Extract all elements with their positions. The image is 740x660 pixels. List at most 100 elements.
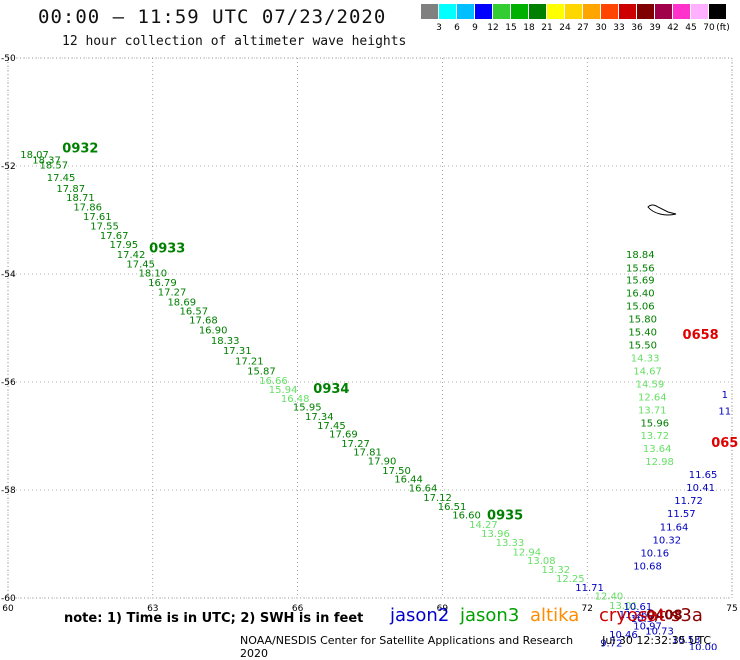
credit-line: NOAA/NESDIS Center for Satellite Applica… xyxy=(240,634,740,660)
wave-height-value: 16.60 xyxy=(452,511,481,522)
wave-height-value: 10.53 xyxy=(672,635,701,646)
colorbar-swatch xyxy=(655,4,672,19)
wave-height-value: 10.16 xyxy=(640,548,669,559)
wave-height-value: 18.69 xyxy=(167,297,196,308)
wave-height-value: 12.98 xyxy=(645,457,674,468)
colorbar-swatch xyxy=(673,4,690,19)
wave-height-value: 11.57 xyxy=(667,509,696,520)
wave-height-value: 17.86 xyxy=(73,202,102,213)
wave-height-value: 17.45 xyxy=(47,173,76,184)
wave-height-value: 9.72 xyxy=(600,639,622,650)
colorbar-label: 9 xyxy=(472,23,478,33)
lat-tick-label: -56 xyxy=(1,378,16,388)
pass-time-label: 0932 xyxy=(62,142,98,157)
wave-height-value: 12.25 xyxy=(556,574,585,585)
wave-height-value: 10.97 xyxy=(633,621,662,632)
wave-height-value: 17.67 xyxy=(100,231,129,242)
colorbar-swatch xyxy=(637,4,654,19)
mission-legend-altika: altika xyxy=(530,605,580,626)
wave-height-value: 16.57 xyxy=(180,307,209,318)
wave-height-value: 15.69 xyxy=(626,276,655,287)
lat-tick-label: -58 xyxy=(1,486,16,496)
map-subtitle: 12 hour collection of altimeter wave hei… xyxy=(62,34,407,49)
wave-height-value: 16.66 xyxy=(259,376,288,387)
wave-height-value: 10.41 xyxy=(686,483,715,494)
wave-height-value: 16.44 xyxy=(394,474,423,485)
wave-height-value: 14.27 xyxy=(469,520,498,531)
wave-height-value: 13.01 xyxy=(609,601,638,612)
colorbar-label: 33 xyxy=(613,23,625,33)
lon-tick-label: 72 xyxy=(581,604,592,614)
wave-height-value: 15.06 xyxy=(626,302,655,313)
colorbar-label: 15 xyxy=(505,23,517,33)
wave-height-value: 12.94 xyxy=(513,547,542,558)
wave-height-value: 11.65 xyxy=(689,470,718,481)
wave-height-points: 18.0718.3718.5717.4517.8718.7117.8617.61… xyxy=(20,150,731,650)
wave-height-value: 17.27 xyxy=(341,439,370,450)
colorbar-label: 24 xyxy=(559,23,571,33)
colorbar-swatch xyxy=(421,4,438,19)
wave-height-value: 1 xyxy=(722,390,728,401)
mission-legend-jason2: jason2 xyxy=(390,605,450,626)
wave-height-value: 14.67 xyxy=(633,366,662,377)
credit-text: NOAA/NESDIS Center for Satellite Applica… xyxy=(240,634,574,647)
wave-height-value: 13.08 xyxy=(527,556,556,567)
island-outline xyxy=(647,204,677,216)
wave-height-value: 18.07 xyxy=(20,150,49,161)
wave-height-value: 18.33 xyxy=(211,336,240,347)
wave-height-value: 17.87 xyxy=(56,184,85,195)
wave-height-value: 17.12 xyxy=(423,493,452,504)
wave-height-value: 10.32 xyxy=(653,535,682,546)
wave-height-value: 17.95 xyxy=(110,240,139,251)
lat-tick-label: -52 xyxy=(1,162,16,172)
wave-height-value: 17.61 xyxy=(83,212,112,223)
wave-height-value: 10.37 xyxy=(631,614,660,625)
colorbar-swatch xyxy=(619,4,636,19)
lat-tick-label: -54 xyxy=(1,270,16,280)
pass-time-label: 0933 xyxy=(149,241,185,256)
map-title: 00:00 – 11:59 UTC 07/23/2020 xyxy=(38,6,387,28)
wave-height-value: 14.59 xyxy=(636,379,665,390)
lon-tick-label: 60 xyxy=(2,604,14,614)
wave-height-value: 11.71 xyxy=(575,583,604,594)
colorbar-label: 12 xyxy=(487,23,499,33)
wave-height-value: 15.40 xyxy=(628,328,657,339)
colorbar-label: 36 xyxy=(631,23,643,33)
wave-height-value: 11.72 xyxy=(674,496,703,507)
wave-height-value: 13.33 xyxy=(496,538,525,549)
colorbar-swatch xyxy=(691,4,708,19)
colorbar-label: 3 xyxy=(436,23,442,33)
map-frame xyxy=(7,57,733,599)
colorbar-swatch xyxy=(601,4,618,19)
mission-legend-s3a: s3a xyxy=(671,605,703,626)
colorbar-swatch xyxy=(583,4,600,19)
colorbar-unit: (ft) xyxy=(716,23,730,33)
wave-height-value: 11 xyxy=(718,406,731,417)
colorbar-swatch xyxy=(547,4,564,19)
wave-height-value: 15.94 xyxy=(269,385,298,396)
wave-height-value: 18.84 xyxy=(626,250,655,261)
colorbar-swatch xyxy=(457,4,474,19)
wave-height-value: 15.95 xyxy=(293,403,322,414)
colorbar-label: 39 xyxy=(649,23,661,33)
wave-height-value: 17.42 xyxy=(117,250,146,261)
wave-height-value: 10.46 xyxy=(609,630,638,641)
colorbar-label: 27 xyxy=(577,23,589,33)
lat-tick-label: -50 xyxy=(1,54,16,64)
pass-time-label: 0935 xyxy=(487,509,523,524)
wave-height-value: 16.51 xyxy=(438,502,467,513)
lat-tick-label: -60 xyxy=(1,594,16,604)
wave-height-value: 17.68 xyxy=(189,316,218,327)
colorbar-label: 45 xyxy=(685,23,697,33)
colorbar-label: 18 xyxy=(523,23,535,33)
colorbar-swatch xyxy=(475,4,492,19)
pass-time-label: 0658 xyxy=(683,328,719,343)
wave-height-value: 18.37 xyxy=(32,155,61,166)
wave-height-value: 18.71 xyxy=(66,193,95,204)
wave-height-value: 10.61 xyxy=(624,602,653,613)
mission-legend-cryosat: cryosat xyxy=(599,605,666,626)
colorbar-label: 70 xyxy=(703,23,715,33)
pass-time-label: 0408 xyxy=(646,609,682,624)
lon-tick-label: 75 xyxy=(726,604,737,614)
